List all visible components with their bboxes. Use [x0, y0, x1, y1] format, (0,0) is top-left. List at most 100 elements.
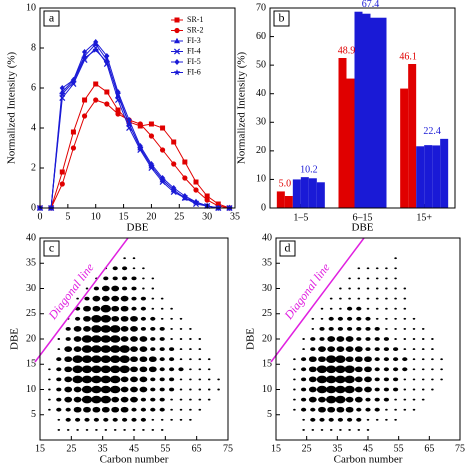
marker [160, 125, 166, 131]
y-axis-title: DBE [245, 328, 257, 350]
marker [181, 194, 189, 201]
dot [394, 297, 397, 300]
dot [316, 385, 328, 394]
dot [310, 347, 316, 351]
dot [320, 307, 324, 310]
dot [189, 398, 192, 401]
dot [328, 316, 334, 321]
dot [412, 408, 416, 411]
dot [81, 375, 93, 384]
dot [394, 317, 397, 320]
dot [119, 365, 130, 374]
dot [308, 396, 317, 403]
dot [148, 356, 157, 363]
dot [150, 347, 156, 351]
marker [174, 59, 180, 65]
dot [64, 356, 73, 363]
x-tick-label: 75 [223, 443, 233, 454]
dot [374, 327, 380, 331]
dot [207, 368, 211, 371]
dot [83, 326, 91, 332]
dot [431, 338, 434, 340]
dot [403, 287, 407, 290]
dot [383, 357, 389, 362]
y-tick-label: 35 [262, 258, 272, 269]
dot [302, 428, 305, 431]
dot [344, 385, 355, 394]
dot [48, 368, 51, 371]
marker [104, 53, 110, 59]
dot [64, 376, 73, 383]
dot [111, 315, 120, 322]
x-axis-title: DBE [127, 222, 149, 234]
bar [370, 17, 379, 209]
x-tick-label: 0 [38, 211, 43, 222]
dot [76, 297, 79, 300]
bar [400, 88, 409, 208]
dot [431, 348, 434, 351]
y-axis-title: Normalized Intensity (%) [236, 51, 248, 164]
dot [366, 428, 370, 431]
x-tick-label: 45 [129, 443, 139, 454]
dot [383, 337, 389, 341]
marker [81, 49, 88, 55]
x-axis-title: Carbon number [100, 454, 169, 465]
dot [132, 257, 136, 260]
dot [131, 276, 137, 281]
marker [170, 186, 177, 193]
dot [122, 417, 128, 422]
dot [139, 376, 148, 383]
marker [174, 17, 180, 23]
dot [336, 406, 345, 413]
dot [72, 365, 83, 374]
dot [198, 378, 202, 381]
dot [64, 386, 73, 393]
dot [72, 355, 83, 364]
dot [179, 327, 183, 330]
dot [139, 336, 148, 342]
dot [150, 407, 156, 412]
dot [375, 297, 379, 300]
dot [394, 398, 397, 401]
marker [82, 97, 88, 103]
dot [319, 417, 325, 422]
marker [104, 101, 110, 107]
series-line [40, 49, 230, 209]
dot [431, 358, 434, 361]
dot [374, 347, 380, 351]
plot-frame [269, 7, 456, 209]
dot [159, 327, 165, 331]
dot [365, 397, 371, 402]
dot [383, 347, 389, 351]
dot [73, 386, 82, 393]
marker [192, 198, 200, 205]
dot [169, 357, 175, 362]
x-tick-label: 35 [98, 443, 108, 454]
dot [100, 375, 112, 384]
x-tick-label: 1–5 [293, 212, 308, 223]
dot [75, 316, 81, 321]
marker [70, 78, 77, 85]
dot [64, 366, 73, 373]
dot [189, 378, 192, 381]
dot [329, 428, 333, 431]
series-line [40, 41, 230, 209]
dot [335, 375, 346, 384]
dot [385, 418, 388, 421]
dot [150, 316, 156, 321]
y-tick-label: 30 [26, 283, 36, 294]
dot [73, 406, 82, 413]
dot [385, 277, 388, 280]
dot [385, 297, 388, 300]
dot [151, 307, 155, 310]
dot [189, 368, 192, 371]
dot [385, 327, 388, 330]
dot [122, 276, 128, 281]
dot [142, 287, 145, 290]
dot [393, 387, 399, 392]
dot [75, 417, 81, 422]
marker [193, 187, 199, 193]
x-tick-label: 55 [394, 443, 404, 454]
dot [347, 306, 353, 311]
dot [91, 385, 102, 394]
